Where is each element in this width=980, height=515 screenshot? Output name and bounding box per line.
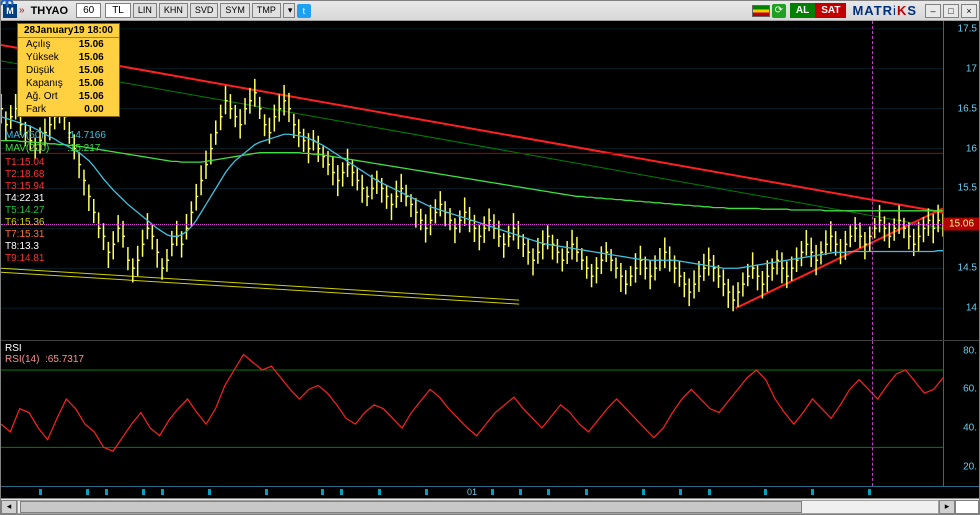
sell-button[interactable]: SAT: [815, 3, 846, 18]
maximize-button[interactable]: □: [943, 4, 959, 18]
brand-logo: MATRiKS: [852, 3, 917, 18]
refresh-icon[interactable]: ⟳: [772, 4, 786, 18]
close-button[interactable]: ×: [961, 4, 977, 18]
chevrons-icon: »: [19, 5, 25, 16]
dropdown-button[interactable]: ▾: [283, 3, 295, 18]
infobox-value: 15.06: [71, 38, 112, 51]
currency-select[interactable]: TL: [105, 3, 131, 18]
price-y-axis: 17.51716.51615.51514.51415.06: [943, 21, 979, 340]
flag-icon: [752, 5, 770, 17]
price-pane[interactable]: 17.51716.51615.51514.51415.06 28January1…: [1, 21, 979, 341]
scroll-right-button[interactable]: ▸: [939, 500, 955, 514]
rsi-header: RSI RSI(14) :65.7317: [5, 343, 84, 365]
sym-button[interactable]: SYM: [220, 3, 250, 18]
scroll-track[interactable]: [17, 500, 939, 514]
infobox-label: Yüksek: [18, 51, 71, 64]
tmp-button[interactable]: TMP: [252, 3, 281, 18]
scroll-aux-button[interactable]: [955, 500, 979, 514]
t-level-labels: T1:15.04T2:18.68T3:15.94T4:22.31T5:14.27…: [5, 157, 44, 265]
infobox-timestamp: 28January19 18:00: [18, 24, 119, 38]
infobox-value: 15.06: [71, 64, 112, 77]
infobox-label: Ağ. Ort: [18, 90, 71, 103]
scroll-left-button[interactable]: ◂: [1, 500, 17, 514]
h-scrollbar[interactable]: ◂ ▸: [1, 498, 979, 514]
lin-button[interactable]: LIN: [133, 3, 157, 18]
svd-button[interactable]: SVD: [190, 3, 219, 18]
ticker-symbol[interactable]: THYAO: [27, 5, 73, 17]
minimize-button[interactable]: –: [925, 4, 941, 18]
timeframe-select[interactable]: 60: [76, 3, 101, 18]
infobox-value: 0.00: [71, 103, 112, 116]
time-axis: 01: [1, 486, 979, 498]
infobox-label: Fark: [18, 103, 71, 116]
infobox-value: 15.06: [71, 77, 112, 90]
infobox-label: Açılış: [18, 38, 71, 51]
buy-button[interactable]: AL: [790, 3, 815, 18]
infobox-label: Düşük: [18, 64, 71, 77]
scroll-thumb[interactable]: [20, 501, 802, 513]
infobox-value: 15.06: [71, 90, 112, 103]
chart-area: 17.51716.51615.51514.51415.06 28January1…: [1, 21, 979, 498]
twitter-icon[interactable]: t: [297, 4, 311, 18]
indicator-labels: MAV(50):14.7166MAV(200):15.217: [5, 129, 106, 155]
khn-button[interactable]: KHN: [159, 3, 188, 18]
rsi-y-axis: 80.60.40.20.: [943, 341, 979, 486]
titlebar: M » THYAO 60 TL LIN KHN SVD SYM TMP ▾ t …: [1, 1, 979, 21]
infobox-value: 15.06: [71, 51, 112, 64]
chart-window: M » THYAO 60 TL LIN KHN SVD SYM TMP ▾ t …: [0, 0, 980, 515]
infobox-label: Kapanış: [18, 77, 71, 90]
rsi-pane[interactable]: 80.60.40.20. RSI RSI(14) :65.7317: [1, 341, 979, 486]
ohlc-infobox: 28January19 18:00 Açılış15.06Yüksek15.06…: [17, 23, 120, 117]
